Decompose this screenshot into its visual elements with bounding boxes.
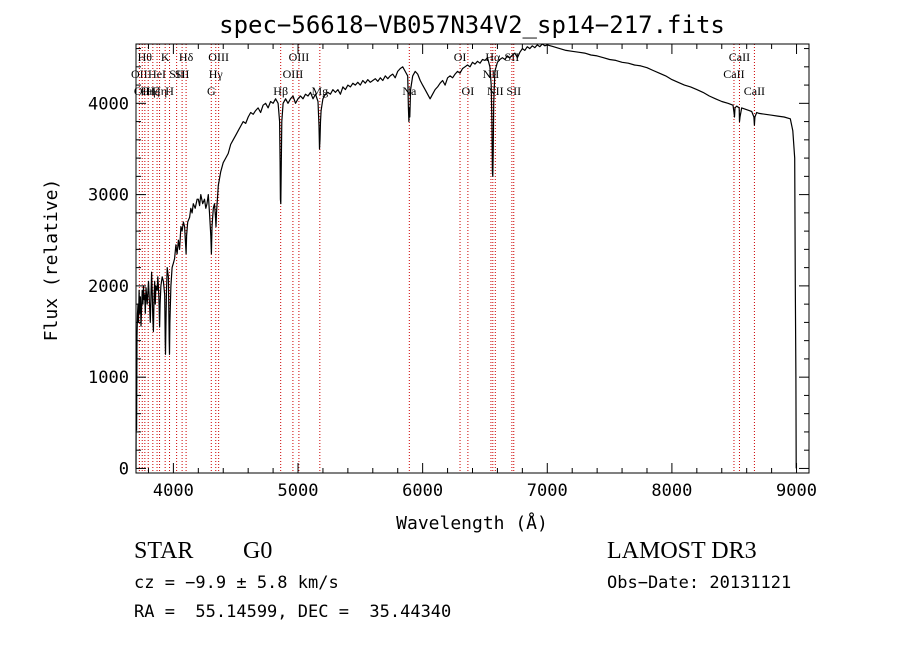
- line-label: OII: [134, 84, 151, 98]
- line-label: HeI: [148, 67, 166, 81]
- x-tick-label: 7000: [527, 481, 568, 501]
- line-label: Hη: [141, 84, 156, 98]
- line-label: OI: [454, 50, 467, 64]
- line-label: OIII: [283, 67, 304, 81]
- line-label: OIII: [289, 50, 310, 64]
- survey-name: LAMOST DR3: [607, 538, 757, 564]
- y-tick-label: 2000: [88, 277, 129, 297]
- line-label: OI: [462, 84, 475, 98]
- line-label: Hβ: [273, 84, 288, 98]
- x-tick-label: 9000: [776, 481, 817, 501]
- line-label: Hα: [485, 50, 501, 64]
- x-tick-label: 8000: [651, 481, 692, 501]
- line-label: SII: [506, 84, 521, 98]
- emission-lines: OIIOIIHθHηHζHeIHηKHSIISIIHδGHγOIIIHβOIII…: [131, 44, 765, 473]
- axes: 4000 5000 6000 7000 8000 9000 0 1000 2000 3000 400…: [88, 43, 817, 501]
- line-label: OIII: [208, 50, 229, 64]
- line-label: CaII: [729, 50, 750, 64]
- object-class: STAR: [134, 538, 194, 564]
- line-label: NII: [487, 84, 504, 98]
- spectrum-series: [135, 43, 797, 469]
- chart-title: spec−56618−VB057N34V2_sp14−217.fits: [219, 11, 725, 39]
- line-label: H: [165, 84, 174, 98]
- line-label: Hη: [152, 84, 167, 98]
- line-label: Na: [402, 84, 417, 98]
- y-tick-label: 3000: [88, 186, 129, 206]
- x-tick-label: 6000: [402, 481, 443, 501]
- y-axis-label: Flux (relative): [41, 179, 62, 342]
- redshift-cz: cz = −9.9 ± 5.8 km/s: [134, 573, 339, 593]
- y-tick-label: 4000: [88, 94, 129, 114]
- line-label: Hδ: [179, 50, 194, 64]
- observation-date: Obs−Date: 20131121: [607, 573, 792, 593]
- plot-frame: [135, 43, 810, 474]
- line-label: Hζ: [146, 84, 160, 98]
- y-tick-label: 1000: [88, 368, 129, 388]
- x-tick-label: 5000: [278, 481, 319, 501]
- line-label: K: [161, 50, 170, 64]
- line-label: SII: [169, 67, 184, 81]
- object-subclass: G0: [243, 538, 273, 564]
- line-label: CaII: [744, 84, 765, 98]
- line-label: Hγ: [209, 67, 224, 81]
- spectrum-line: [135, 43, 797, 469]
- x-axis-label: Wavelength (Å): [396, 512, 548, 534]
- line-label: Hθ: [138, 50, 153, 64]
- ra-dec-coordinates: RA = 55.14599, DEC = 35.44340: [134, 602, 452, 622]
- x-tick-label: 4000: [153, 481, 194, 501]
- line-label: G: [207, 84, 216, 98]
- line-label: SII: [175, 67, 190, 81]
- line-label: CaII: [723, 67, 744, 81]
- line-label: OII: [131, 67, 148, 81]
- y-tick-label: 0: [119, 459, 129, 479]
